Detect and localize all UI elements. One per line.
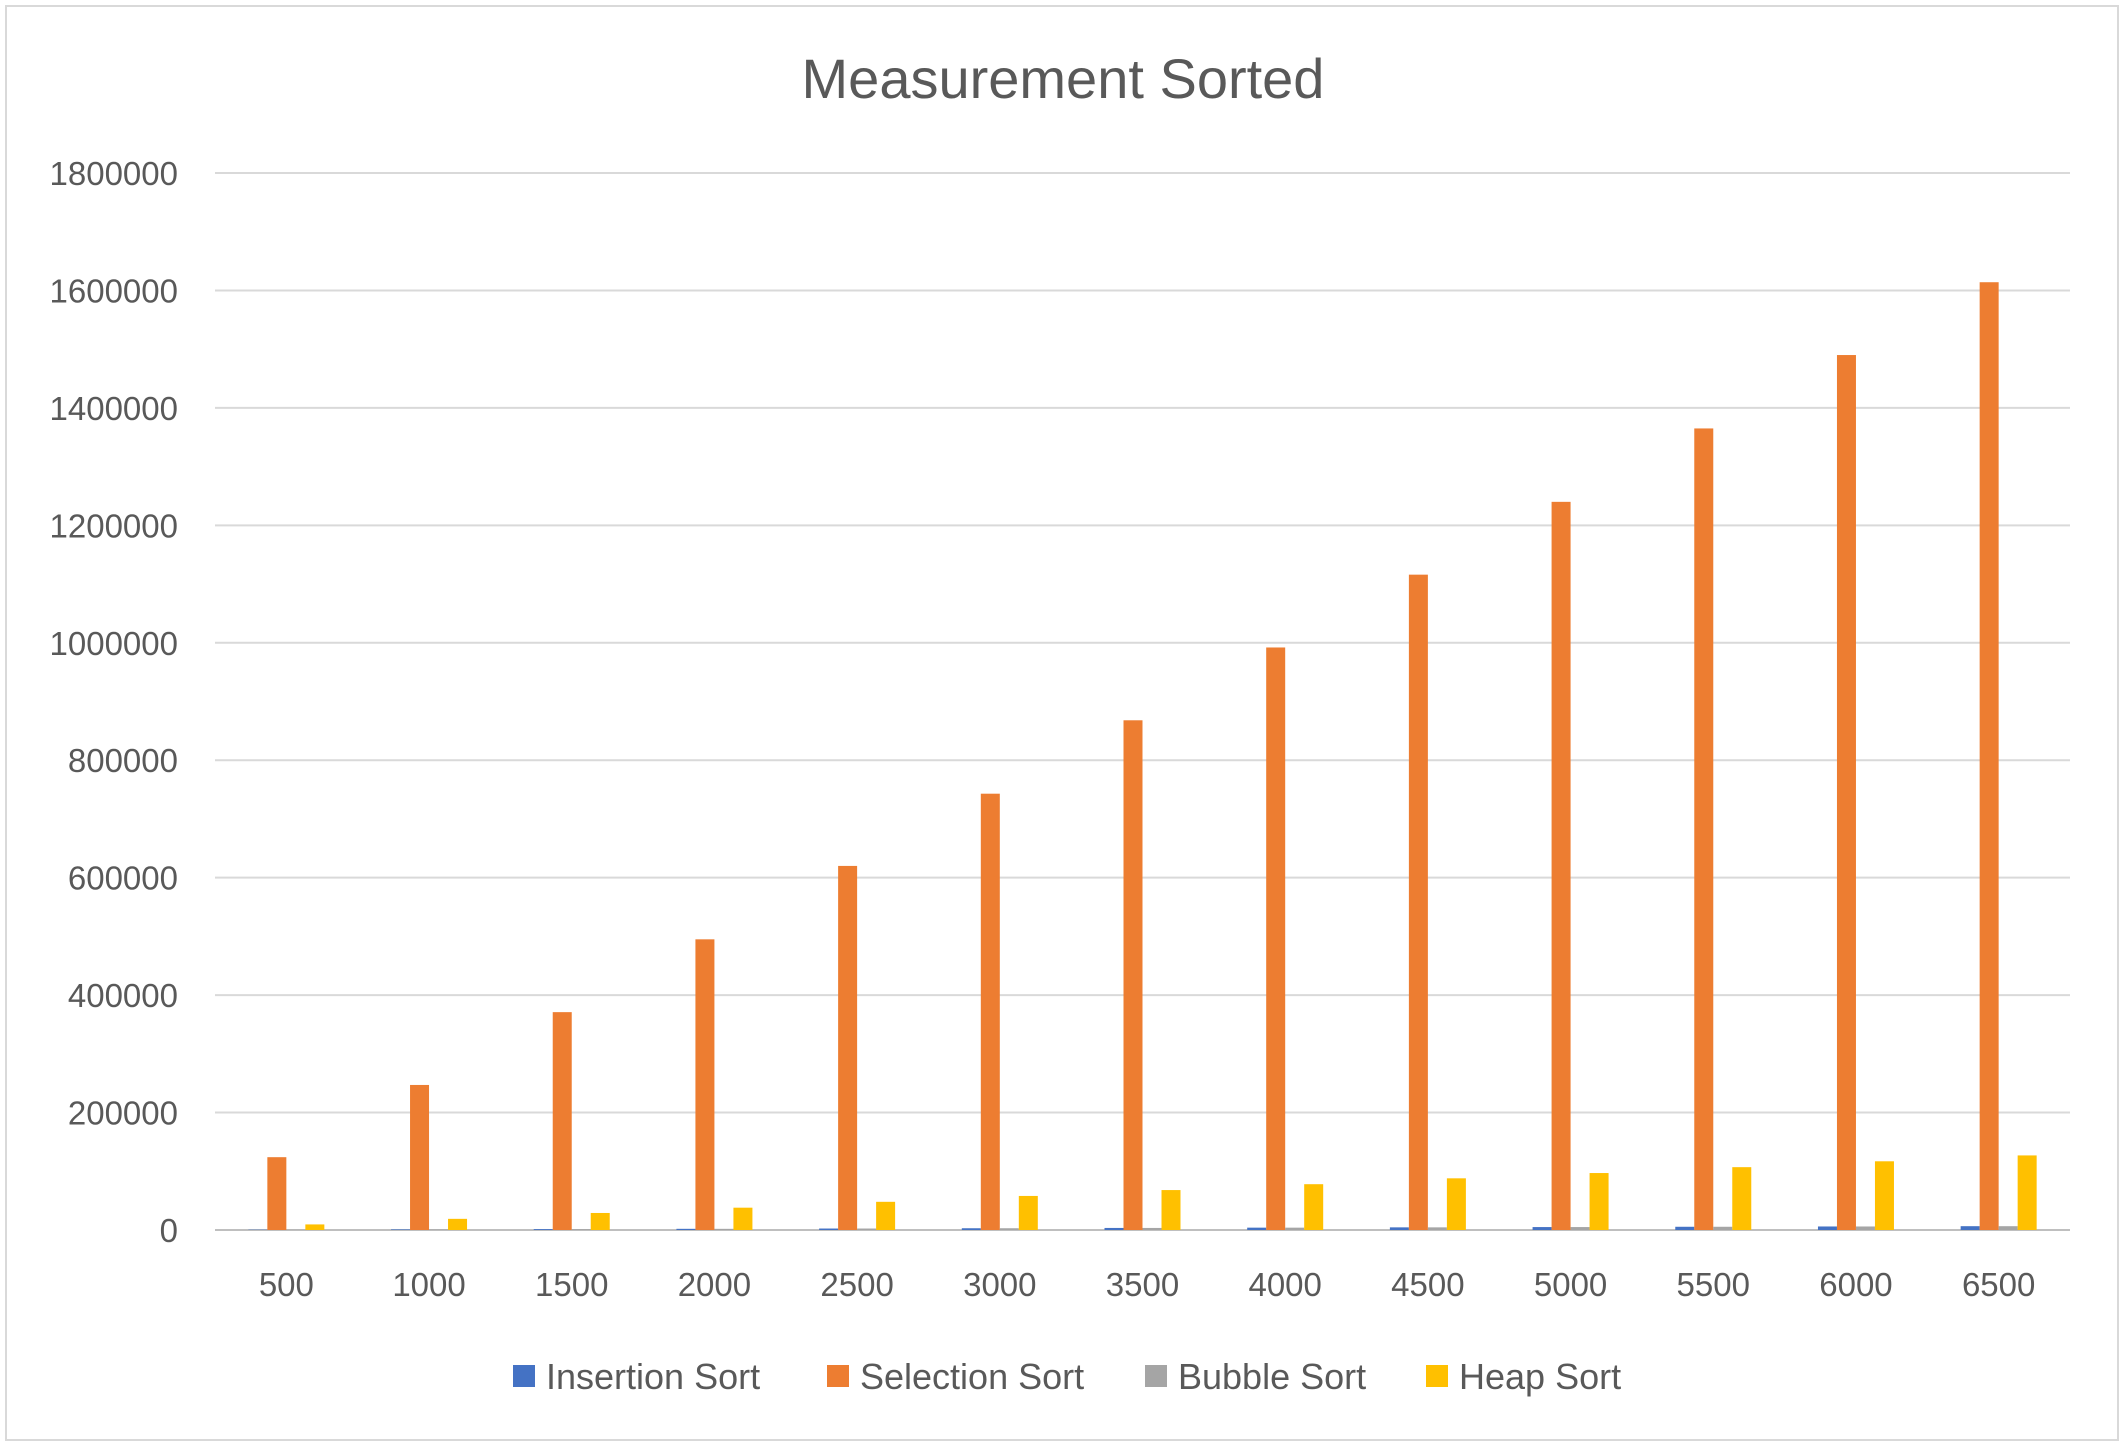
x-tick-label: 5500 bbox=[1677, 1266, 1750, 1303]
legend-label: Heap Sort bbox=[1459, 1356, 1621, 1397]
x-tick-label: 1500 bbox=[535, 1266, 608, 1303]
x-tick-label: 1000 bbox=[392, 1266, 465, 1303]
x-tick-label: 2500 bbox=[820, 1266, 893, 1303]
bar-bubble-sort bbox=[857, 1228, 877, 1230]
bar-selection-sort bbox=[552, 1012, 572, 1230]
bar-insertion-sort bbox=[1817, 1226, 1837, 1230]
legend-swatch bbox=[827, 1365, 849, 1387]
bar-selection-sort bbox=[1123, 720, 1143, 1230]
x-tick-label: 500 bbox=[259, 1266, 314, 1303]
chart-frame bbox=[5, 5, 2119, 1441]
bar-selection-sort bbox=[1979, 282, 1999, 1230]
bar-insertion-sort bbox=[1675, 1226, 1695, 1230]
bar-insertion-sort bbox=[819, 1228, 839, 1230]
bar-heap-sort bbox=[305, 1224, 325, 1230]
bar-bubble-sort bbox=[1142, 1227, 1162, 1230]
x-tick-label: 4500 bbox=[1391, 1266, 1464, 1303]
bar-selection-sort bbox=[1551, 501, 1571, 1230]
bar-selection-sort bbox=[980, 793, 1000, 1230]
bar-heap-sort bbox=[2017, 1155, 2037, 1230]
bar-bubble-sort bbox=[714, 1228, 734, 1230]
bar-insertion-sort bbox=[1960, 1226, 1980, 1230]
bar-selection-sort bbox=[1694, 428, 1714, 1231]
bar-selection-sort bbox=[267, 1157, 287, 1230]
x-tick-label: 6500 bbox=[1962, 1266, 2035, 1303]
legend-label: Insertion Sort bbox=[546, 1356, 760, 1397]
bar-heap-sort bbox=[1018, 1195, 1038, 1230]
bars bbox=[248, 282, 2037, 1231]
chart-title: Measurement Sorted bbox=[802, 47, 1325, 110]
y-tick-label: 1000000 bbox=[50, 625, 178, 662]
x-tick-label: 5000 bbox=[1534, 1266, 1607, 1303]
x-tick-label: 6000 bbox=[1819, 1266, 1892, 1303]
bar-bubble-sort bbox=[1998, 1226, 2018, 1230]
bar-heap-sort bbox=[1589, 1173, 1609, 1230]
bar-selection-sort bbox=[1408, 574, 1428, 1230]
bar-insertion-sort bbox=[1389, 1227, 1409, 1230]
legend-swatch bbox=[1426, 1365, 1448, 1387]
x-tick-label: 4000 bbox=[1248, 1266, 1321, 1303]
bar-selection-sort bbox=[695, 939, 715, 1230]
bar-heap-sort bbox=[876, 1201, 896, 1230]
bar-heap-sort bbox=[733, 1207, 753, 1230]
legend-label: Selection Sort bbox=[860, 1356, 1084, 1397]
x-axis-ticks: 500 1000 1500 2000 2500 3000 3500 4000 4500 5000 5… bbox=[259, 1266, 2036, 1303]
bar-heap-sort bbox=[1732, 1167, 1752, 1230]
legend: Insertion Sort Selection Sort Bubble Sort H… bbox=[513, 1356, 1621, 1397]
y-tick-label: 0 bbox=[160, 1212, 178, 1249]
bar-bubble-sort bbox=[999, 1228, 1019, 1230]
y-axis-ticks: 0 200000 400000 600000 800000 1000000 1200000 1… bbox=[50, 155, 178, 1249]
bar-selection-sort bbox=[1836, 355, 1856, 1230]
bar-bubble-sort bbox=[1713, 1226, 1733, 1230]
y-tick-label: 600000 bbox=[68, 860, 178, 897]
bar-insertion-sort bbox=[961, 1228, 981, 1230]
bar-insertion-sort bbox=[391, 1229, 411, 1230]
bar-insertion-sort bbox=[533, 1229, 553, 1230]
bar-selection-sort bbox=[410, 1084, 430, 1230]
y-tick-label: 1400000 bbox=[50, 390, 178, 427]
legend-swatch bbox=[1145, 1365, 1167, 1387]
bar-selection-sort bbox=[1266, 647, 1286, 1230]
bar-bubble-sort bbox=[571, 1229, 591, 1230]
x-tick-label: 2000 bbox=[678, 1266, 751, 1303]
bar-bubble-sort bbox=[1855, 1226, 1875, 1230]
y-tick-label: 1800000 bbox=[50, 155, 178, 192]
bar-insertion-sort bbox=[676, 1228, 696, 1230]
y-tick-label: 800000 bbox=[68, 742, 178, 779]
bar-heap-sort bbox=[1874, 1161, 1894, 1230]
bar-bubble-sort bbox=[1285, 1227, 1305, 1230]
bar-selection-sort bbox=[838, 865, 858, 1230]
bar-heap-sort bbox=[590, 1212, 610, 1230]
bar-bubble-sort bbox=[1427, 1227, 1447, 1230]
grid-lines bbox=[215, 172, 2070, 1231]
x-tick-label: 3000 bbox=[963, 1266, 1036, 1303]
bar-bubble-sort bbox=[429, 1229, 449, 1230]
legend-label: Bubble Sort bbox=[1178, 1356, 1366, 1397]
y-tick-label: 400000 bbox=[68, 977, 178, 1014]
y-tick-label: 1200000 bbox=[50, 507, 178, 544]
bar-insertion-sort bbox=[1104, 1227, 1124, 1230]
bar-insertion-sort bbox=[1247, 1227, 1267, 1230]
y-tick-label: 1600000 bbox=[50, 272, 178, 309]
bar-heap-sort bbox=[1446, 1178, 1466, 1230]
bar-heap-sort bbox=[1304, 1184, 1324, 1230]
bar-heap-sort bbox=[448, 1218, 468, 1230]
bar-bubble-sort bbox=[1570, 1227, 1590, 1230]
x-tick-label: 3500 bbox=[1106, 1266, 1179, 1303]
y-tick-label: 200000 bbox=[68, 1095, 178, 1132]
legend-swatch bbox=[513, 1365, 535, 1387]
bar-insertion-sort bbox=[1532, 1227, 1552, 1230]
bar-heap-sort bbox=[1161, 1190, 1181, 1230]
